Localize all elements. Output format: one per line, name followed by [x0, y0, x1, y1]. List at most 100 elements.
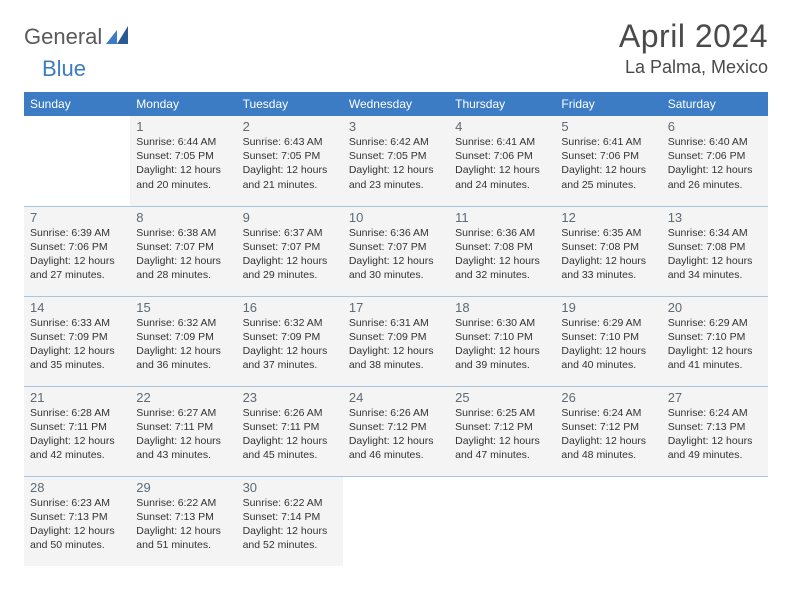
cell-text: and 21 minutes.	[243, 178, 337, 192]
cell-text: Sunrise: 6:30 AM	[455, 316, 549, 330]
cell-text: Daylight: 12 hours	[455, 163, 549, 177]
day-number: 2	[243, 119, 337, 134]
calendar-cell: 2Sunrise: 6:43 AMSunset: 7:05 PMDaylight…	[237, 116, 343, 206]
cell-text: Daylight: 12 hours	[30, 344, 124, 358]
cell-text: Sunset: 7:07 PM	[136, 240, 230, 254]
calendar-cell: 22Sunrise: 6:27 AMSunset: 7:11 PMDayligh…	[130, 386, 236, 476]
cell-text: Sunset: 7:10 PM	[561, 330, 655, 344]
cell-text: Sunrise: 6:41 AM	[561, 135, 655, 149]
cell-text: and 28 minutes.	[136, 268, 230, 282]
calendar-cell	[555, 476, 661, 566]
cell-text: Sunset: 7:06 PM	[30, 240, 124, 254]
cell-text: and 25 minutes.	[561, 178, 655, 192]
cell-text: Sunrise: 6:41 AM	[455, 135, 549, 149]
day-number: 4	[455, 119, 549, 134]
calendar-cell: 29Sunrise: 6:22 AMSunset: 7:13 PMDayligh…	[130, 476, 236, 566]
calendar-cell	[449, 476, 555, 566]
cell-text: Daylight: 12 hours	[243, 434, 337, 448]
cell-text: Daylight: 12 hours	[136, 254, 230, 268]
cell-text: Sunset: 7:05 PM	[243, 149, 337, 163]
day-number: 1	[136, 119, 230, 134]
cell-text: Sunset: 7:08 PM	[668, 240, 762, 254]
day-number: 18	[455, 300, 549, 315]
day-number: 11	[455, 210, 549, 225]
calendar-cell: 23Sunrise: 6:26 AMSunset: 7:11 PMDayligh…	[237, 386, 343, 476]
brand-part1: General	[24, 24, 102, 50]
cell-text: Daylight: 12 hours	[136, 434, 230, 448]
day-number: 9	[243, 210, 337, 225]
day-number: 6	[668, 119, 762, 134]
day-number: 7	[30, 210, 124, 225]
cell-text: Sunrise: 6:38 AM	[136, 226, 230, 240]
calendar-cell	[662, 476, 768, 566]
cell-text: Sunrise: 6:36 AM	[349, 226, 443, 240]
cell-text: Sunset: 7:12 PM	[561, 420, 655, 434]
cell-text: Sunrise: 6:43 AM	[243, 135, 337, 149]
cell-text: Sunset: 7:09 PM	[30, 330, 124, 344]
cell-text: Daylight: 12 hours	[455, 254, 549, 268]
cell-text: Daylight: 12 hours	[349, 163, 443, 177]
cell-text: Sunrise: 6:42 AM	[349, 135, 443, 149]
cell-text: Sunset: 7:05 PM	[136, 149, 230, 163]
cell-text: Daylight: 12 hours	[30, 524, 124, 538]
calendar-cell: 12Sunrise: 6:35 AMSunset: 7:08 PMDayligh…	[555, 206, 661, 296]
cell-text: Sunset: 7:09 PM	[243, 330, 337, 344]
day-number: 26	[561, 390, 655, 405]
cell-text: Daylight: 12 hours	[136, 524, 230, 538]
calendar-cell: 6Sunrise: 6:40 AMSunset: 7:06 PMDaylight…	[662, 116, 768, 206]
calendar-cell: 17Sunrise: 6:31 AMSunset: 7:09 PMDayligh…	[343, 296, 449, 386]
cell-text: Daylight: 12 hours	[668, 434, 762, 448]
weekday-header: Sunday	[24, 92, 130, 116]
weekday-header: Wednesday	[343, 92, 449, 116]
day-number: 24	[349, 390, 443, 405]
cell-text: and 29 minutes.	[243, 268, 337, 282]
cell-text: and 26 minutes.	[668, 178, 762, 192]
cell-text: Daylight: 12 hours	[243, 254, 337, 268]
cell-text: Daylight: 12 hours	[455, 434, 549, 448]
calendar-cell: 15Sunrise: 6:32 AMSunset: 7:09 PMDayligh…	[130, 296, 236, 386]
cell-text: Sunset: 7:10 PM	[455, 330, 549, 344]
cell-text: Daylight: 12 hours	[349, 254, 443, 268]
cell-text: Sunset: 7:11 PM	[243, 420, 337, 434]
cell-text: and 27 minutes.	[30, 268, 124, 282]
cell-text: Sunset: 7:14 PM	[243, 510, 337, 524]
day-number: 29	[136, 480, 230, 495]
calendar-cell: 4Sunrise: 6:41 AMSunset: 7:06 PMDaylight…	[449, 116, 555, 206]
cell-text: Daylight: 12 hours	[30, 434, 124, 448]
cell-text: Daylight: 12 hours	[30, 254, 124, 268]
day-number: 17	[349, 300, 443, 315]
weekday-header: Thursday	[449, 92, 555, 116]
cell-text: Daylight: 12 hours	[561, 254, 655, 268]
cell-text: Sunrise: 6:27 AM	[136, 406, 230, 420]
day-number: 30	[243, 480, 337, 495]
month-title: April 2024	[619, 18, 768, 55]
calendar-cell: 11Sunrise: 6:36 AMSunset: 7:08 PMDayligh…	[449, 206, 555, 296]
cell-text: Daylight: 12 hours	[561, 434, 655, 448]
cell-text: Sunset: 7:09 PM	[349, 330, 443, 344]
cell-text: Sunrise: 6:26 AM	[349, 406, 443, 420]
calendar-cell: 5Sunrise: 6:41 AMSunset: 7:06 PMDaylight…	[555, 116, 661, 206]
cell-text: Sunset: 7:11 PM	[136, 420, 230, 434]
cell-text: Sunset: 7:10 PM	[668, 330, 762, 344]
cell-text: Sunrise: 6:34 AM	[668, 226, 762, 240]
cell-text: Sunrise: 6:22 AM	[136, 496, 230, 510]
cell-text: and 51 minutes.	[136, 538, 230, 552]
calendar-cell: 3Sunrise: 6:42 AMSunset: 7:05 PMDaylight…	[343, 116, 449, 206]
cell-text: and 52 minutes.	[243, 538, 337, 552]
calendar-cell: 1Sunrise: 6:44 AMSunset: 7:05 PMDaylight…	[130, 116, 236, 206]
weekday-header: Tuesday	[237, 92, 343, 116]
cell-text: Sunset: 7:09 PM	[136, 330, 230, 344]
cell-text: Sunrise: 6:22 AM	[243, 496, 337, 510]
cell-text: Sunrise: 6:28 AM	[30, 406, 124, 420]
day-number: 12	[561, 210, 655, 225]
cell-text: and 50 minutes.	[30, 538, 124, 552]
cell-text: Sunset: 7:12 PM	[349, 420, 443, 434]
cell-text: Sunset: 7:05 PM	[349, 149, 443, 163]
cell-text: Sunrise: 6:44 AM	[136, 135, 230, 149]
calendar-cell: 7Sunrise: 6:39 AMSunset: 7:06 PMDaylight…	[24, 206, 130, 296]
day-number: 15	[136, 300, 230, 315]
cell-text: Sunrise: 6:37 AM	[243, 226, 337, 240]
cell-text: Sunset: 7:06 PM	[668, 149, 762, 163]
calendar-cell: 10Sunrise: 6:36 AMSunset: 7:07 PMDayligh…	[343, 206, 449, 296]
cell-text: and 32 minutes.	[455, 268, 549, 282]
